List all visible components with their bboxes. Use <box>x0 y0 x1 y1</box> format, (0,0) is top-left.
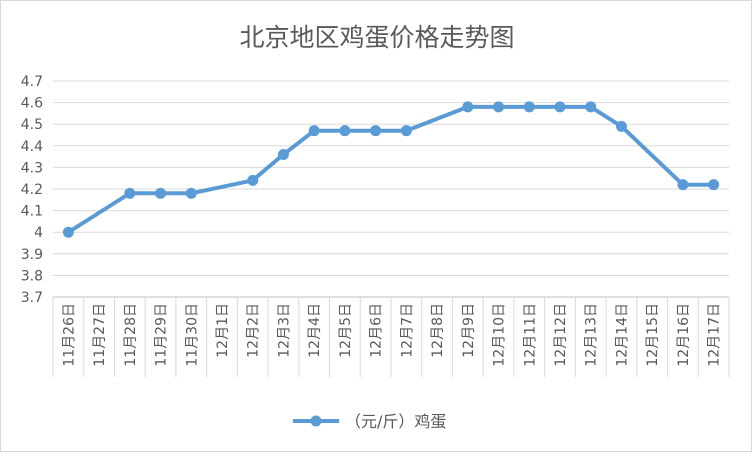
legend-label: （元/斤）鸡蛋 <box>345 412 446 431</box>
x-tick-label: 12月2日 <box>246 303 262 358</box>
y-tick-label: 4.3 <box>21 160 43 176</box>
x-tick-label: 12月1日 <box>215 303 231 358</box>
y-tick-label: 4.1 <box>21 204 43 220</box>
x-tick-label: 12月11日 <box>522 303 538 367</box>
data-point <box>615 120 627 132</box>
data-point <box>554 101 566 113</box>
x-tick-label: 12月12日 <box>553 303 569 367</box>
data-point <box>585 101 597 113</box>
x-tick-label: 12月7日 <box>399 303 415 358</box>
x-axis <box>52 296 730 377</box>
x-tick-label: 12月4日 <box>307 303 323 358</box>
x-tick-label: 11月29日 <box>154 303 170 367</box>
data-point <box>277 148 289 160</box>
x-axis-tick-labels: 11月26日 11月27日 11月28日 11月29日 11月30日 12月1日 12月2日… <box>61 303 722 367</box>
y-tick-label: 3.8 <box>21 268 43 284</box>
y-tick-label: 4.4 <box>21 139 43 155</box>
data-point <box>185 187 197 199</box>
data-series <box>62 101 720 238</box>
data-point <box>124 187 136 199</box>
x-tick-label: 12月3日 <box>276 303 292 358</box>
x-tick-label: 12月10日 <box>492 303 508 367</box>
data-point <box>247 174 259 186</box>
x-tick-label: 12月8日 <box>430 303 446 358</box>
chart-title: 北京地区鸡蛋价格走势图 <box>239 23 514 52</box>
gridlines <box>53 80 729 276</box>
data-point <box>155 187 167 199</box>
legend-point-marker <box>310 415 322 427</box>
data-point <box>308 125 320 137</box>
x-tick-label: 12月14日 <box>614 303 630 367</box>
y-tick-label: 3.7 <box>21 290 43 306</box>
x-tick-label: 12月6日 <box>369 303 385 358</box>
y-tick-label: 4.7 <box>21 74 43 90</box>
y-tick-label: 4.2 <box>21 182 43 198</box>
x-tick-label: 12月16日 <box>676 303 692 367</box>
data-point <box>62 226 74 238</box>
data-point <box>400 125 412 137</box>
x-tick-label: 12月17日 <box>707 303 723 367</box>
x-tick-label: 11月27日 <box>92 303 108 367</box>
x-tick-label: 11月30日 <box>184 303 200 367</box>
x-tick-label: 11月28日 <box>123 303 139 367</box>
data-point <box>677 179 689 191</box>
y-axis-tick-labels: 3.7 3.8 3.9 4 4.1 4.2 4.3 4.4 4.5 4.6 4.7 <box>21 74 43 306</box>
x-tick-label: 12月5日 <box>338 303 354 358</box>
y-tick-label: 4.5 <box>21 117 43 133</box>
data-point <box>493 101 505 113</box>
y-tick-label: 4 <box>34 225 43 241</box>
y-tick-label: 4.6 <box>21 96 43 112</box>
data-point <box>462 101 474 113</box>
x-tick-label: 11月26日 <box>61 303 77 367</box>
data-point <box>370 125 382 137</box>
legend: （元/斤）鸡蛋 <box>293 412 446 431</box>
data-point <box>339 125 351 137</box>
data-point <box>708 179 720 191</box>
y-tick-label: 3.9 <box>21 247 43 263</box>
x-tick-label: 12月15日 <box>645 303 661 367</box>
x-tick-label: 12月9日 <box>461 303 477 358</box>
data-point <box>523 101 535 113</box>
x-tick-label: 12月13日 <box>584 303 600 367</box>
